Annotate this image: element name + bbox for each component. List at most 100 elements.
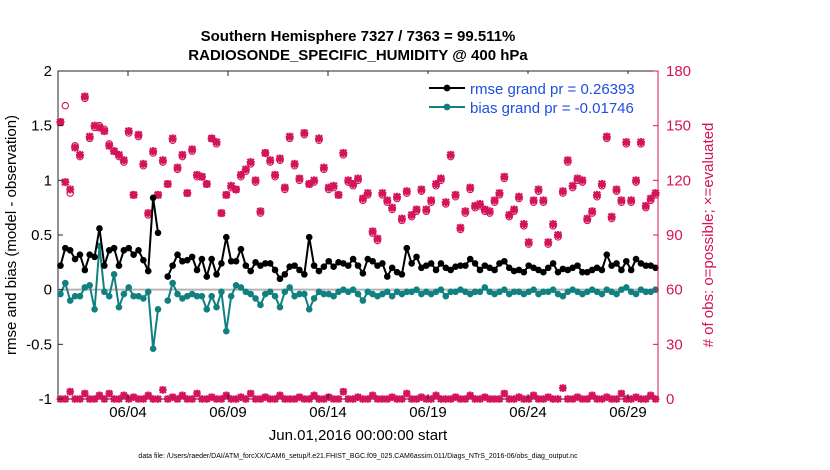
obs-low-marker	[168, 393, 177, 401]
bias-point	[320, 290, 328, 298]
obs-low-marker	[563, 395, 572, 403]
rmse-point	[276, 275, 284, 283]
rmse-point	[471, 260, 479, 267]
rmse-point	[574, 262, 581, 269]
obs-low-marker	[110, 395, 118, 403]
rmse-point	[144, 267, 152, 275]
rmse-point	[57, 262, 64, 269]
rmse-point	[579, 268, 586, 276]
bias-series	[57, 242, 659, 353]
right-tick-label: 120	[666, 172, 691, 189]
right-y-axis: 0 30 60 90 120 150 180	[653, 63, 691, 408]
obs-low-marker	[310, 391, 318, 400]
obs-low-marker	[363, 395, 372, 403]
obs-evaluated-marker	[446, 150, 455, 159]
obs-evaluated-marker	[305, 179, 314, 188]
bias-point	[413, 286, 420, 293]
obs-low-marker	[246, 389, 255, 398]
bias-point	[642, 288, 650, 296]
bias-point	[57, 290, 64, 298]
obs-evaluated-marker	[602, 132, 611, 141]
obs-evaluated-marker	[110, 147, 119, 156]
obs-evaluated-marker	[358, 194, 367, 203]
obs-low-marker	[154, 395, 162, 403]
obs-low-marker	[349, 395, 357, 403]
obs-low-marker	[583, 395, 592, 403]
rmse-point	[271, 266, 279, 274]
rmse-point	[632, 255, 640, 263]
obs-evaluated-marker	[578, 176, 587, 185]
rmse-point	[154, 229, 162, 237]
rmse-point	[383, 273, 391, 280]
bias-point	[130, 292, 137, 300]
obs-low-marker	[402, 389, 411, 398]
rmse-point	[169, 262, 176, 269]
obs-low-marker	[573, 393, 582, 401]
obs-evaluated-marker	[236, 170, 245, 179]
obs-evaluated-marker	[456, 223, 465, 232]
rmse-point	[598, 266, 606, 274]
obs-evaluated-marker	[144, 209, 153, 218]
obs-low-marker	[354, 393, 362, 401]
obs-low-marker	[422, 395, 431, 403]
obs-low-marker	[442, 395, 450, 403]
rmse-point	[540, 268, 547, 276]
obs-low-marker	[412, 395, 421, 403]
obs-low-marker	[324, 393, 333, 401]
obs-evaluated-marker	[651, 189, 660, 198]
rmse-point	[627, 266, 635, 274]
obs-evaluated-marker	[622, 138, 631, 147]
bias-point	[296, 290, 303, 298]
obs-evaluated-marker	[261, 149, 270, 157]
right-tick-label: 0	[666, 391, 674, 408]
legend-rmse-label: rmse grand pr = 0.26393	[470, 81, 635, 98]
obs-evaluated-marker	[368, 227, 377, 236]
obs-evaluated-marker	[314, 134, 323, 143]
rmse-point	[457, 262, 464, 269]
obs-low-marker	[593, 395, 601, 403]
obs-evaluated-marker	[183, 189, 192, 198]
bias-point	[349, 286, 357, 293]
bias-point	[549, 286, 557, 293]
obs-evaluated-marker	[519, 220, 528, 229]
obs-low-marker	[432, 391, 440, 400]
obs-low-marker	[617, 389, 626, 398]
obs-evaluated-marker	[558, 187, 567, 196]
bias-point	[330, 292, 337, 300]
obs-low-marker	[290, 395, 299, 403]
rmse-point	[413, 253, 420, 261]
obs-low-marker	[222, 391, 231, 400]
obs-evaluated-marker	[222, 190, 231, 199]
bias-point	[276, 303, 284, 311]
bias-point	[301, 290, 308, 298]
obs-low-marker	[500, 389, 509, 398]
obs-low-marker	[471, 395, 479, 403]
obs-low-marker	[305, 395, 314, 403]
obs-low-marker	[383, 395, 392, 403]
obs-evaluated-marker	[554, 231, 562, 239]
rmse-point	[237, 245, 245, 253]
obs-low-marker	[105, 389, 114, 398]
rmse-point	[203, 273, 211, 280]
obs-low-marker	[95, 391, 104, 400]
obs-low-marker	[76, 395, 84, 403]
rmse-point	[247, 267, 254, 275]
bias-point	[218, 288, 225, 296]
rmse-point	[71, 255, 79, 263]
obs-evaluated-marker	[80, 92, 89, 101]
bias-point	[198, 292, 206, 300]
rmse-point	[115, 262, 123, 269]
bias-point	[144, 288, 152, 296]
rmse-point	[549, 260, 557, 267]
chart-title-line2: RADIOSONDE_SPECIFIC_HUMIDITY @ 400 hPa	[188, 47, 528, 64]
y-axis-label-left: rmse and bias (model - observation)	[3, 115, 20, 355]
bias-point	[71, 292, 79, 300]
obs-low-marker	[446, 395, 455, 403]
obs-low-marker	[320, 395, 328, 403]
obs-evaluated-marker	[178, 150, 187, 159]
bias-point	[203, 306, 211, 313]
obs-evaluated-marker	[197, 172, 206, 181]
obs-low-marker	[549, 395, 557, 403]
legend: rmse grand pr = 0.26393 bias grand pr = …	[420, 74, 656, 120]
